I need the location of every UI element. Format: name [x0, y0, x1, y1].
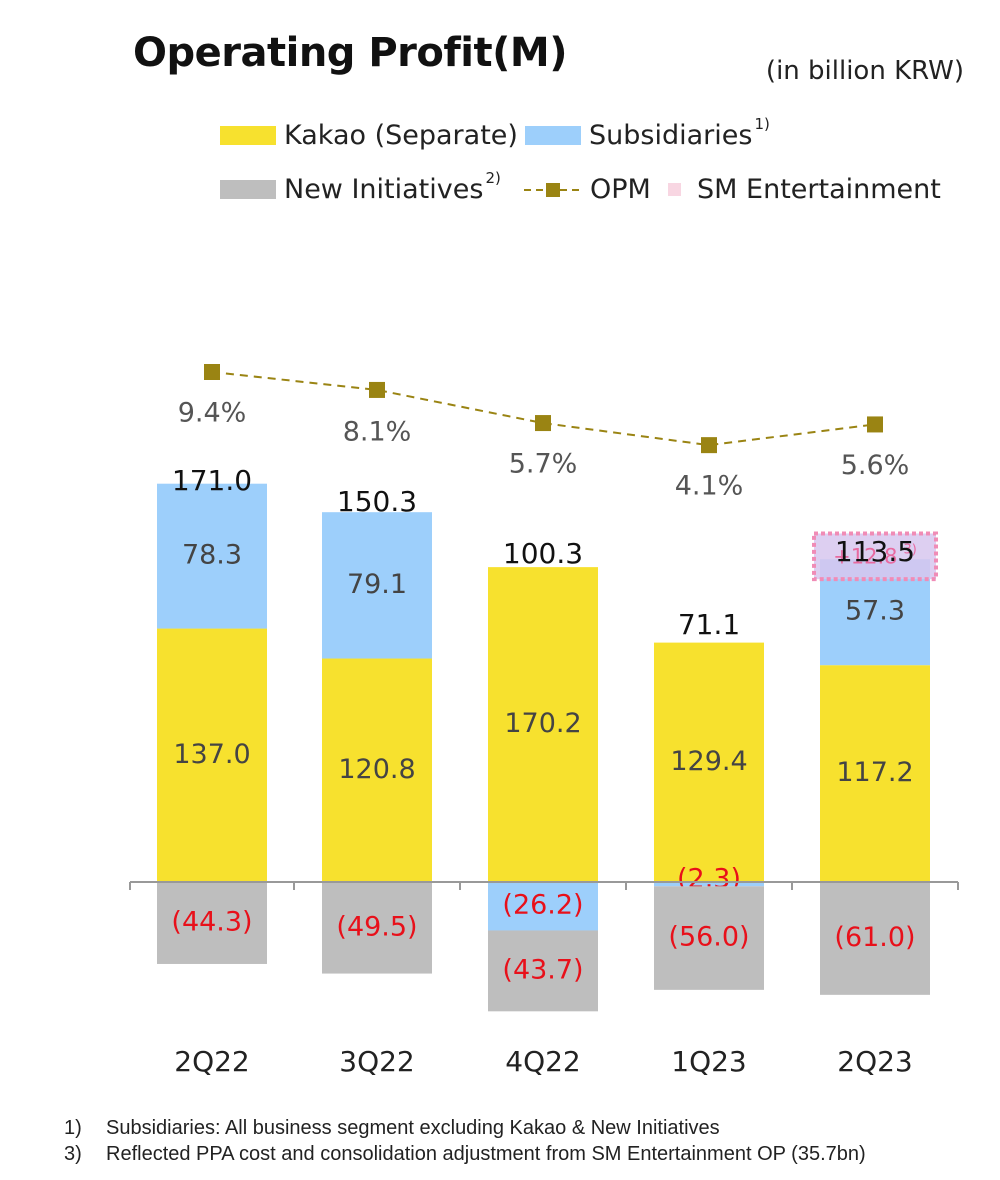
bar-kakao-2Q22: [157, 628, 267, 882]
legend-swatch-sm: [668, 183, 681, 196]
legend-kakao: Kakao (Separate): [220, 120, 518, 151]
bar-subsidiaries-1Q23: [654, 882, 764, 887]
bar-kakao-2Q23: [820, 665, 930, 882]
chart-title: Operating Profit(M): [133, 30, 567, 76]
opm-point-1Q23: [701, 437, 717, 454]
label-kakao-3Q22: 120.8: [338, 754, 415, 785]
bar-kakao-3Q22: [322, 658, 432, 882]
x-tick-2Q22: 2Q22: [174, 1045, 249, 1078]
label-kakao-2Q22: 137.0: [173, 739, 250, 770]
legend-opm-marker-icon: [524, 182, 582, 197]
legend-label-subsidiaries: Subsidiaries: [589, 120, 753, 151]
legend-label-new-initiatives: New Initiatives: [284, 174, 484, 205]
label-new-initiatives-3Q22: (49.5): [336, 911, 417, 942]
label-subsidiaries-3Q22: 79.1: [347, 569, 407, 600]
opm-label-1Q23: 4.1%: [675, 471, 744, 502]
legend-label-sm: SM Entertainment: [697, 174, 941, 205]
opm-point-2Q22: [204, 364, 220, 380]
bar-new-initiatives-3Q22: [322, 882, 432, 974]
footnote-3-num: 3): [64, 1143, 82, 1165]
opm-label-3Q22: 8.1%: [343, 416, 412, 447]
x-tick-3Q22: 3Q22: [339, 1045, 414, 1078]
bar-new-initiatives-2Q23: [820, 882, 930, 995]
opm-line: [211, 371, 876, 447]
legend-sm: SM Entertainment: [668, 174, 941, 205]
label-kakao-2Q23: 117.2: [836, 757, 913, 788]
legend-sup-subsidiaries: 1): [754, 114, 770, 133]
label-kakao-4Q22: 170.2: [504, 708, 581, 739]
bar-new-initiatives-1Q23: [654, 886, 764, 990]
legend-swatch-new-initiatives: [220, 180, 276, 199]
opm-label-4Q22: 5.7%: [509, 449, 578, 480]
label-new-initiatives-2Q23: (61.0): [834, 922, 915, 953]
opm-label-2Q22: 9.4%: [178, 398, 247, 429]
opm-point-3Q22: [369, 381, 385, 398]
legend-label-kakao: Kakao (Separate): [284, 120, 518, 151]
label-total-4Q22: 100.3: [503, 537, 583, 570]
unit-label: (in billion KRW): [765, 56, 964, 86]
label-new-initiatives-2Q22: (44.3): [171, 906, 252, 937]
footnote-1-text: Subsidiaries: All business segment exclu…: [106, 1117, 720, 1139]
footnote-3-text: Reflected PPA cost and consolidation adj…: [106, 1143, 866, 1165]
x-tick-2Q23: 2Q23: [837, 1045, 912, 1078]
label-new-initiatives-1Q23: (56.0): [668, 922, 749, 953]
chart-plot: 137.0 78.3 (44.3) 171.0 2Q22 120.8 79.1 (49.5) 1…: [129, 364, 959, 1078]
bar-kakao-4Q22: [488, 567, 598, 882]
legend-opm: OPM: [522, 174, 651, 205]
footnote-1-num: 1): [64, 1117, 82, 1139]
footnote-1: 1) Subsidiaries: All business segment ex…: [64, 1115, 866, 1141]
bar-new-initiatives-2Q22: [157, 882, 267, 964]
x-tick-1Q23: 1Q23: [671, 1045, 746, 1078]
footnote-3: 3) Reflected PPA cost and consolidation …: [64, 1141, 866, 1167]
bar-subsidiaries-4Q22: [488, 882, 598, 931]
label-total-2Q22: 171.0: [172, 464, 252, 497]
label-new-initiatives-4Q22: (43.7): [502, 954, 583, 985]
legend-subsidiaries: Subsidiaries 1): [525, 115, 770, 151]
label-total-2Q23: 113.5: [835, 535, 915, 568]
opm-point-4Q22: [535, 415, 551, 432]
bar-sm-2Q23: [812, 531, 938, 582]
x-tick-4Q22: 4Q22: [505, 1045, 580, 1078]
label-subsidiaries-2Q23: 57.3: [845, 596, 905, 627]
label-subsidiaries-2Q22: 78.3: [182, 540, 242, 571]
footnotes: 1) Subsidiaries: All business segment ex…: [64, 1115, 866, 1167]
legend-label-opm: OPM: [590, 174, 651, 205]
legend-new-initiatives: New Initiatives 2): [220, 169, 501, 205]
opm-label-2Q23: 5.6%: [841, 450, 910, 481]
bar-subsidiaries-3Q22: [322, 512, 432, 659]
label-kakao-1Q23: 129.4: [670, 746, 747, 777]
opm-point-2Q23: [867, 416, 883, 433]
bar-kakao-1Q23: [654, 642, 764, 882]
label-total-1Q23: 71.1: [678, 608, 740, 641]
legend-swatch-subsidiaries: [525, 126, 581, 145]
bar-new-initiatives-4Q22: [488, 930, 598, 1012]
legend-sup-new-initiatives: 2): [485, 168, 501, 187]
label-subsidiaries-4Q22: (26.2): [502, 890, 583, 921]
legend-swatch-kakao: [220, 126, 276, 145]
bar-subsidiaries-2Q22: [157, 483, 267, 629]
label-total-3Q22: 150.3: [337, 485, 417, 518]
